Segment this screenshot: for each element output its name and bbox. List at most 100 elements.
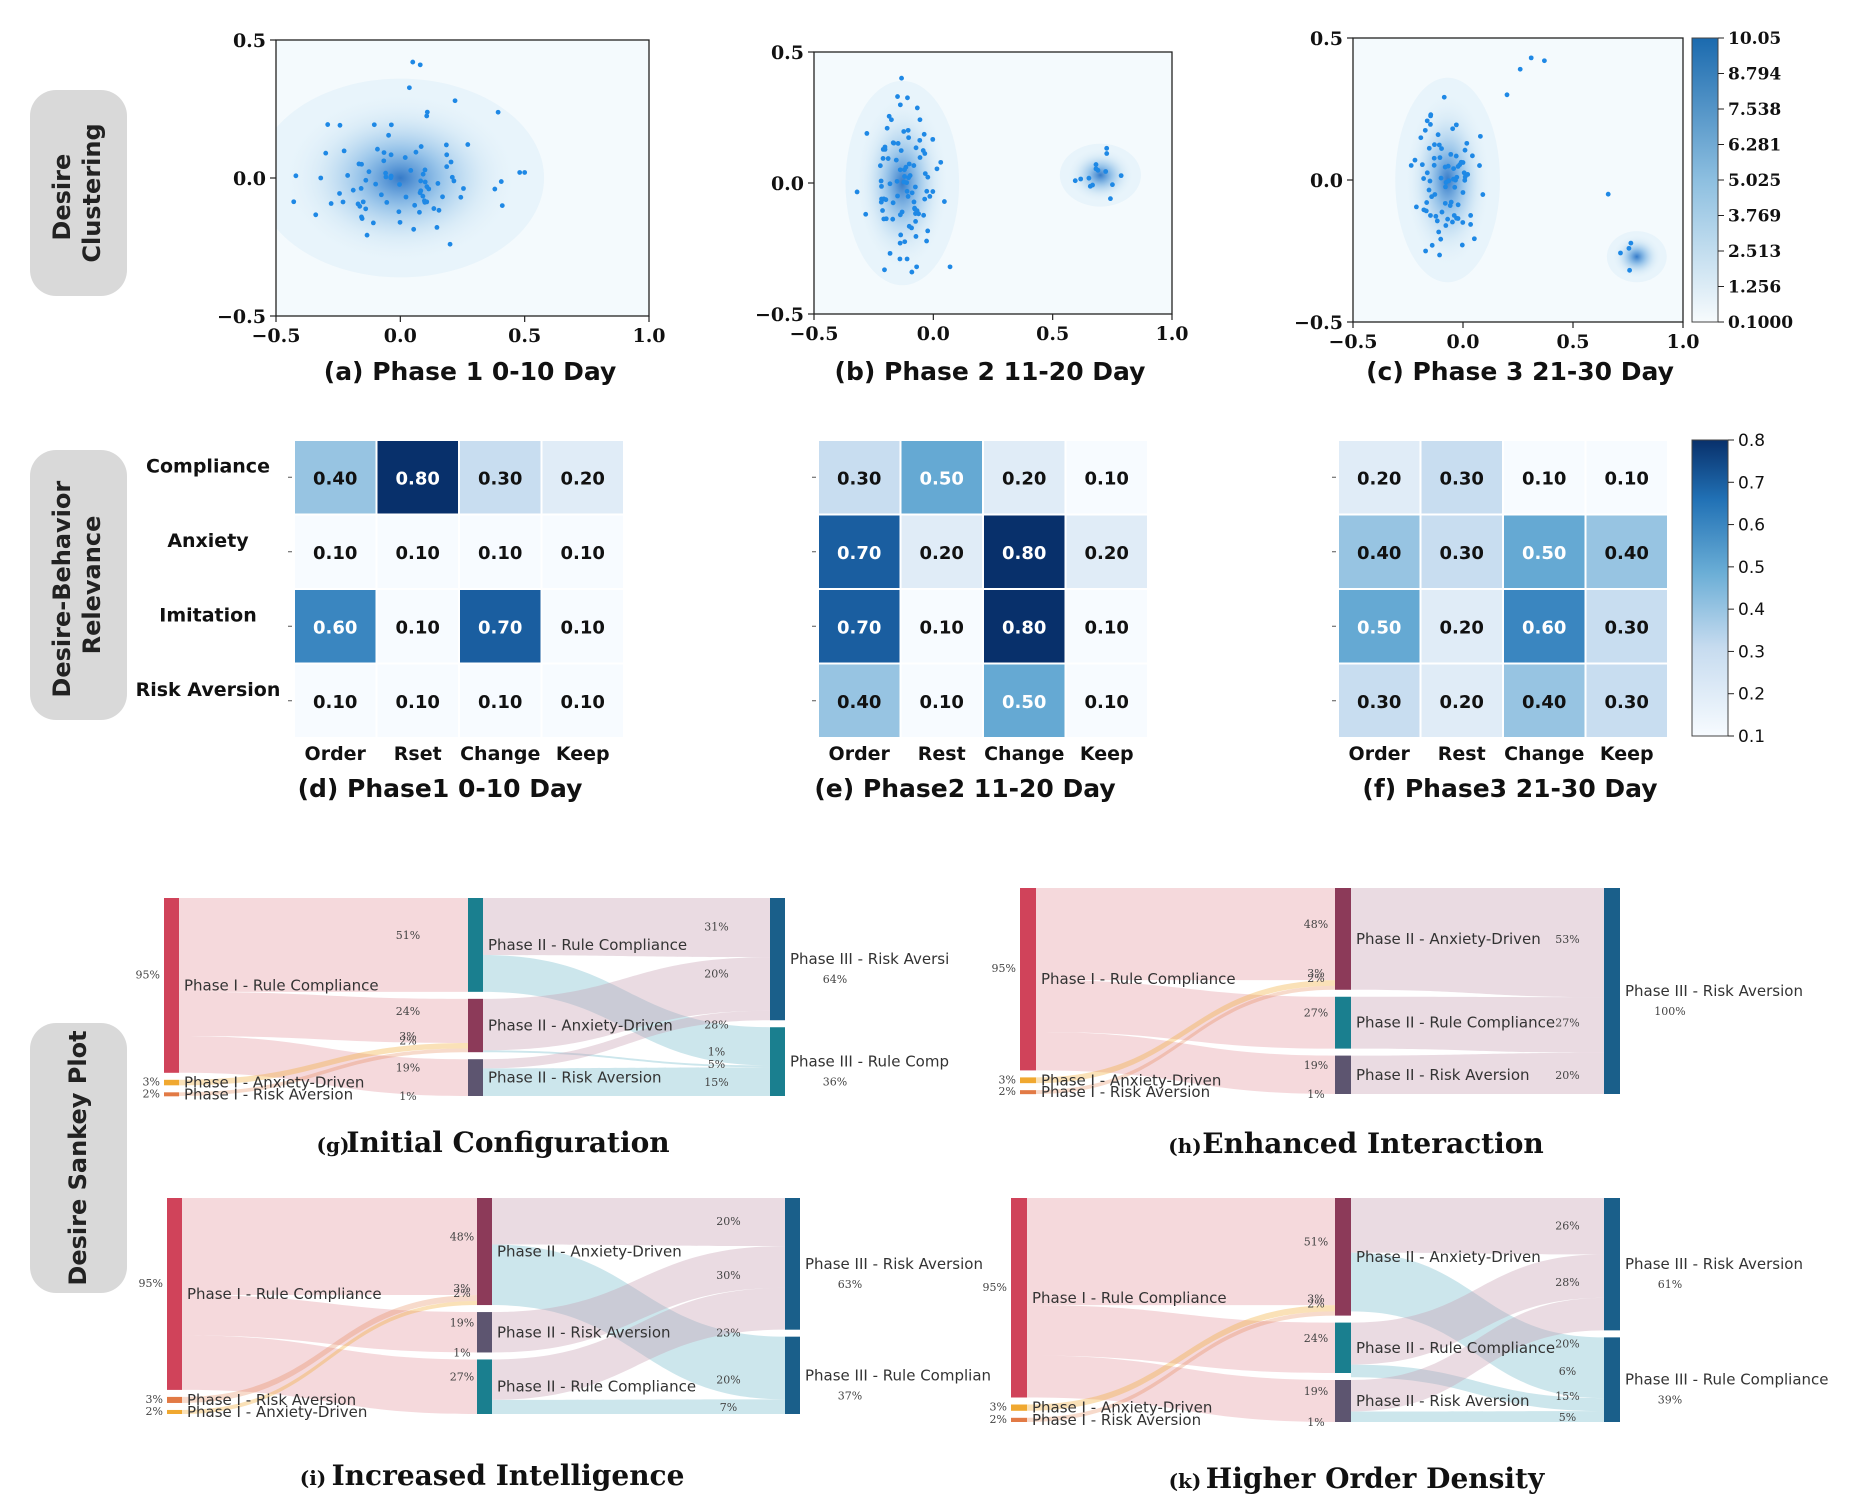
scatter-point	[1072, 178, 1078, 184]
heat-cell-label: 0.40	[313, 468, 357, 489]
scatter-point	[408, 168, 414, 173]
heat-cell	[982, 662, 1067, 739]
sankey-link-pct: 2%	[1307, 1298, 1324, 1311]
scatter-panel-b: −0.5 0.0 0.5 1.0 0.5 0.0 −0.5	[755, 42, 1189, 345]
scatter-point	[424, 113, 430, 119]
scatter-point	[422, 167, 428, 173]
scatter-point	[431, 206, 437, 211]
heat-row-label: Imitation	[159, 604, 256, 626]
scatter-point	[914, 264, 920, 270]
sankey-node-label: Phase I - Risk Aversion	[1041, 1083, 1210, 1101]
scatter-point	[1448, 151, 1454, 157]
scatter-point	[897, 212, 903, 218]
row-tag-clustering-line2: Clustering	[78, 123, 106, 262]
heat-cell-label: 0.10	[313, 543, 357, 564]
sankey-link-pct: 28%	[704, 1019, 728, 1032]
scatter-point	[1462, 174, 1468, 180]
heat-cell	[540, 662, 625, 739]
heat-cell-label: 0.40	[1357, 543, 1401, 564]
sankey-link-pct: 19%	[1304, 1385, 1328, 1398]
sankey-node-label: Phase I - Risk Aversion	[1032, 1411, 1201, 1429]
scatter-point	[1428, 122, 1433, 127]
scatter-point	[1462, 177, 1468, 183]
scatter-point	[912, 184, 918, 190]
scatter-point	[1086, 175, 1092, 181]
scatter-point	[1464, 140, 1470, 146]
heat-cell-label: 0.30	[1605, 692, 1649, 713]
scatter-point	[1408, 163, 1414, 168]
sankey-link	[179, 1036, 468, 1096]
heat-cell	[1419, 662, 1504, 739]
scatter-point	[1442, 164, 1448, 170]
colorbar-tick-label: 0.4	[1738, 600, 1765, 620]
scatter-point	[381, 150, 387, 155]
scatter-point	[884, 125, 890, 131]
sankey-link	[1351, 996, 1604, 1053]
scatter-point	[371, 122, 377, 128]
sankey-link	[492, 1399, 785, 1414]
scatter-point	[898, 148, 904, 154]
heat-cell-label: 0.30	[1440, 543, 1484, 564]
scatter-point	[947, 264, 953, 270]
scatter-point	[1477, 163, 1482, 168]
scatter-point	[417, 62, 423, 68]
sankey-link-pct: 6%	[1559, 1365, 1576, 1378]
scatter-point	[1460, 190, 1466, 195]
sankey-node	[167, 1409, 182, 1414]
row-tag-relevance-line2: Relevance	[78, 516, 106, 655]
scatter-point	[1542, 58, 1547, 64]
scatter-point	[897, 167, 903, 173]
y-tick-label: 0.0	[771, 173, 804, 195]
sankey-node	[468, 998, 483, 1053]
scatter-point	[340, 199, 346, 205]
sankey-link	[483, 1067, 770, 1096]
colorbar-tick-label: 5.025	[1728, 171, 1781, 191]
scatter-point	[359, 214, 364, 220]
heat-cell	[458, 513, 543, 590]
heat-cell-label: 0.20	[561, 468, 605, 489]
sankey-link	[1351, 1411, 1604, 1422]
sankey-node	[1604, 1337, 1620, 1422]
heat-cell-label: 0.20	[1357, 468, 1401, 489]
scatter-point	[1421, 207, 1427, 213]
heat-cell	[293, 662, 378, 739]
sankey-node	[1335, 1198, 1351, 1316]
scatter-point	[905, 95, 910, 101]
sankey-node	[1604, 888, 1620, 1094]
density-blob	[1066, 147, 1134, 203]
scatter-point	[1429, 194, 1435, 200]
heat-cell	[540, 439, 625, 516]
heat-cell	[375, 588, 460, 665]
scatter-point	[1436, 142, 1442, 148]
scatter-point	[1451, 166, 1457, 171]
scatter-point	[1424, 170, 1430, 176]
scatter-point	[373, 181, 379, 187]
sankey-panel-g: 51%24%19%3%2%31%20%28%1%5%15%Phase I - R…	[136, 898, 949, 1103]
scatter-point	[384, 199, 390, 205]
sankey-node-pct: 95%	[139, 1277, 163, 1290]
scatter-point	[1455, 202, 1461, 208]
scatter-point	[897, 240, 903, 246]
heat-cell-label: 0.10	[561, 543, 605, 564]
scatter-point	[418, 144, 424, 149]
scatter-point	[905, 127, 911, 133]
sankey-node-pct: 95%	[983, 1281, 1007, 1294]
sankey-node-label: Phase II - Risk Aversion	[497, 1323, 671, 1341]
heat-cell	[1337, 662, 1422, 739]
sankey-panel-h: 48%27%19%3%2%53%27%20%Phase I - Rule Com…	[992, 888, 1803, 1101]
heat-cell	[982, 588, 1067, 665]
sankey-node	[164, 1079, 179, 1086]
scatter-point	[363, 206, 369, 212]
sankey-link-pct: 20%	[1555, 1338, 1579, 1351]
scatter-point	[938, 159, 944, 165]
row-tag-clustering: Desire Clustering	[30, 90, 127, 296]
scatter-point	[1424, 118, 1430, 124]
sankey-link	[1351, 1198, 1604, 1255]
scatter-point	[1451, 213, 1457, 218]
scatter-point	[293, 173, 299, 179]
sankey-extra-pct: 1%	[453, 1346, 470, 1359]
scatter-point	[381, 158, 387, 164]
sankey-extra-pct: 1%	[1307, 1088, 1324, 1101]
heat-cell-label: 0.10	[561, 692, 605, 713]
